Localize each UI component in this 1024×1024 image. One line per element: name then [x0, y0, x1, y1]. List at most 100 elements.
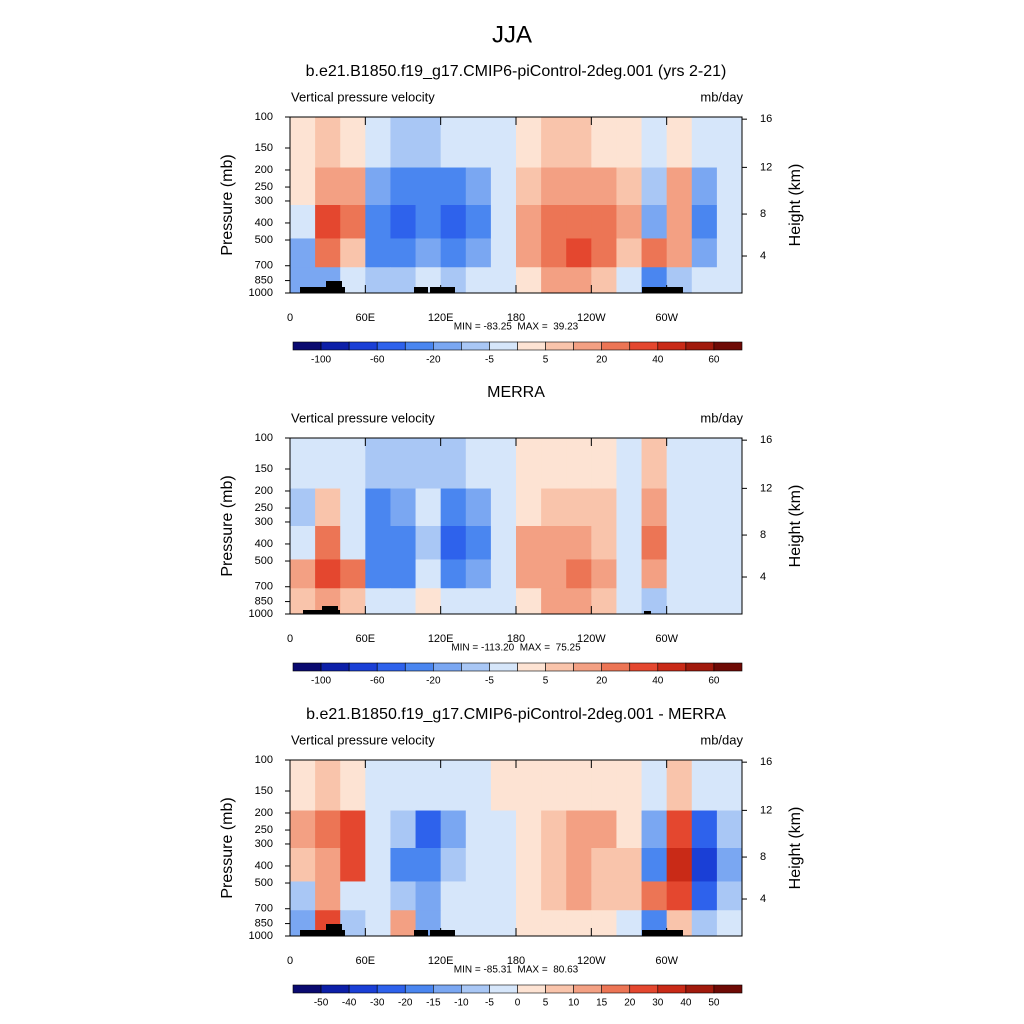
contour-cell: [516, 167, 542, 206]
contour-cell: [691, 238, 718, 268]
y2-axis-label: Height (km): [787, 485, 804, 568]
contour-cell: [616, 238, 643, 268]
contour-cell: [516, 588, 542, 615]
min-max-stats: MIN = -85.31 MAX = 80.63: [454, 965, 579, 976]
contour-cell: [390, 810, 417, 849]
x-tick-label: 60E: [356, 312, 376, 324]
contour-cell: [691, 167, 718, 206]
contour-cell: [490, 267, 517, 294]
x-tick-label: 120E: [428, 633, 454, 645]
contour-cell: [365, 438, 391, 490]
contour-cell: [415, 117, 442, 169]
y-tick-label: 700: [255, 260, 273, 272]
contour-cell: [340, 488, 366, 527]
contour-cell: [716, 559, 743, 589]
contour-cell: [440, 588, 467, 615]
contour-cell: [691, 881, 718, 911]
colorbar-box: [573, 662, 602, 672]
colorbar-box: [517, 662, 546, 672]
contour-cell: [440, 117, 467, 169]
contour-cell: [365, 910, 391, 937]
contour-cell: [716, 167, 743, 206]
contour-cell: [691, 117, 718, 169]
y-tick-label: 700: [255, 581, 273, 593]
contour-cell: [340, 881, 366, 911]
contour-cell: [541, 910, 567, 937]
contour-cell: [691, 438, 718, 490]
colorbar-label: -20: [398, 998, 413, 1009]
colorbar-box: [348, 662, 378, 672]
figure-title: JJA: [492, 21, 532, 48]
y-tick-label: 250: [255, 502, 273, 514]
colorbar-label: -40: [342, 998, 357, 1009]
y-tick-label: 500: [255, 234, 273, 246]
contour-cell: [365, 848, 391, 882]
contour-cell: [666, 526, 693, 560]
colorbar-box: [461, 662, 490, 672]
contour-cell: [390, 488, 417, 527]
colorbar-box: [601, 341, 631, 351]
contour-cell: [591, 588, 617, 615]
colorbar-label: -50: [314, 998, 329, 1009]
x-tick-label: 180: [507, 312, 525, 324]
contour-cell: [390, 267, 417, 294]
contour-cell: [716, 760, 743, 812]
contour-cell: [516, 760, 542, 812]
contour-cell: [340, 760, 366, 812]
contour-cell: [315, 526, 341, 560]
contour-cell: [591, 910, 617, 937]
contour-cell: [716, 526, 743, 560]
contour-cell: [465, 526, 492, 560]
land-mask: [326, 281, 342, 293]
contour-cell: [390, 588, 417, 615]
contour-cell: [591, 438, 617, 490]
contour-cell: [566, 910, 592, 937]
contour-cell: [415, 588, 442, 615]
contour-cell: [390, 910, 417, 937]
land-mask: [414, 287, 428, 293]
contour-cell: [490, 810, 517, 849]
colorbar-box: [292, 662, 322, 672]
contour-cell: [315, 848, 341, 882]
x-tick-label: 0: [287, 955, 293, 967]
contour-cell: [516, 488, 542, 527]
contour-cell: [566, 167, 592, 206]
contour-cell: [616, 588, 643, 615]
contour-cell: [465, 881, 492, 911]
contour-cell: [365, 167, 391, 206]
contour-cell: [390, 526, 417, 560]
contour-cell: [716, 205, 743, 239]
contour-cell: [290, 881, 316, 911]
contour-cell: [516, 526, 542, 560]
land-mask: [414, 930, 428, 936]
contour-cell: [415, 526, 442, 560]
contour-cell: [465, 488, 492, 527]
colorbar-label: 40: [652, 676, 664, 687]
y-tick-label: 300: [255, 838, 273, 850]
contour-cell: [390, 881, 417, 911]
y-tick-label: 700: [255, 903, 273, 915]
contour-cell: [465, 438, 492, 490]
y2-tick-label: 16: [760, 756, 772, 768]
panel-title: b.e21.B1850.f19_g17.CMIP6-piControl-2deg…: [306, 706, 726, 723]
y-tick-label: 1000: [249, 287, 273, 299]
contour-cell: [666, 205, 693, 239]
contour-cell: [340, 559, 366, 589]
contour-cell: [641, 526, 668, 560]
y-tick-label: 300: [255, 195, 273, 207]
contour-cell: [490, 559, 517, 589]
contour-cell: [490, 881, 517, 911]
contour-cell: [315, 488, 341, 527]
contour-cell: [541, 205, 567, 239]
colorbar-box: [657, 984, 687, 994]
y-axis-label: Pressure (mb): [219, 797, 236, 898]
contour-cell: [516, 810, 542, 849]
contour-cell: [365, 238, 391, 268]
contour-cell: [365, 488, 391, 527]
y-tick-label: 150: [255, 463, 273, 475]
contour-cell: [566, 267, 592, 294]
x-tick-label: 0: [287, 633, 293, 645]
contour-cell: [566, 205, 592, 239]
x-tick-label: 120W: [577, 633, 606, 645]
contour-cell: [716, 910, 743, 937]
